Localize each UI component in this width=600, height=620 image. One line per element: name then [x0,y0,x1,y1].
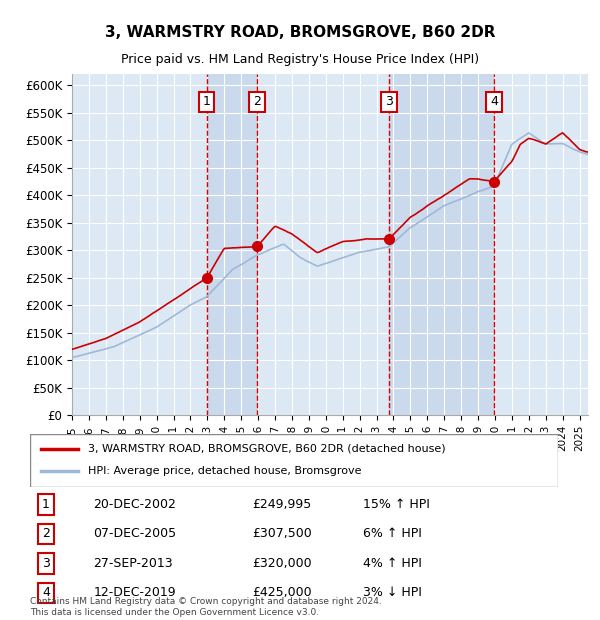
Text: 2: 2 [253,95,261,108]
Text: 15% ↑ HPI: 15% ↑ HPI [362,498,430,511]
Text: 2: 2 [42,528,50,541]
Bar [389,74,494,415]
Text: £249,995: £249,995 [252,498,311,511]
Text: 3: 3 [42,557,50,570]
Text: 20-DEC-2002: 20-DEC-2002 [94,498,176,511]
Text: 4: 4 [42,587,50,600]
Text: 6% ↑ HPI: 6% ↑ HPI [362,528,422,541]
Text: 07-DEC-2005: 07-DEC-2005 [94,528,176,541]
Text: 3, WARMSTRY ROAD, BROMSGROVE, B60 2DR: 3, WARMSTRY ROAD, BROMSGROVE, B60 2DR [105,25,495,40]
Text: 4: 4 [490,95,498,108]
Text: Price paid vs. HM Land Registry's House Price Index (HPI): Price paid vs. HM Land Registry's House … [121,53,479,66]
Text: Contains HM Land Registry data © Crown copyright and database right 2024.
This d: Contains HM Land Registry data © Crown c… [30,598,382,617]
Text: £425,000: £425,000 [252,587,311,600]
Text: 1: 1 [42,498,50,511]
Text: 3, WARMSTRY ROAD, BROMSGROVE, B60 2DR (detached house): 3, WARMSTRY ROAD, BROMSGROVE, B60 2DR (d… [88,444,446,454]
Text: 1: 1 [203,95,211,108]
Text: £320,000: £320,000 [252,557,311,570]
Text: 3: 3 [385,95,393,108]
Text: HPI: Average price, detached house, Bromsgrove: HPI: Average price, detached house, Brom… [88,466,362,476]
Text: 27-SEP-2013: 27-SEP-2013 [94,557,173,570]
Bar [206,74,257,415]
Text: 4% ↑ HPI: 4% ↑ HPI [362,557,422,570]
Text: £307,500: £307,500 [252,528,311,541]
Text: 3% ↓ HPI: 3% ↓ HPI [362,587,422,600]
FancyBboxPatch shape [30,434,558,487]
Text: 12-DEC-2019: 12-DEC-2019 [94,587,176,600]
